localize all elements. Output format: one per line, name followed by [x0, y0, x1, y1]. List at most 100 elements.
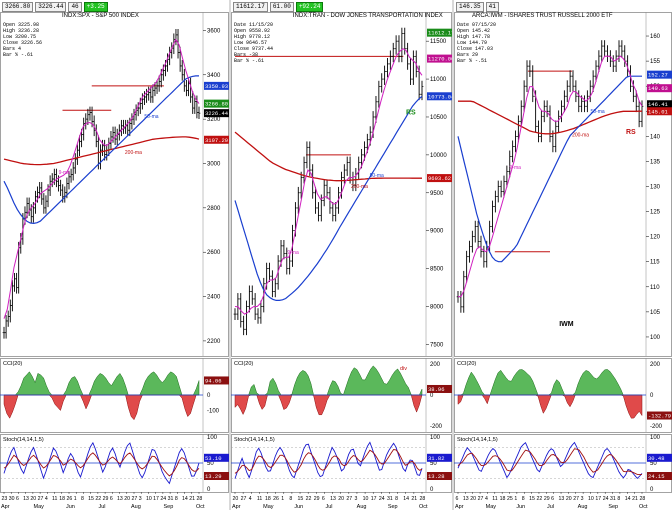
- toolbar-field[interactable]: 61.00: [269, 2, 294, 12]
- stoch-y-tick: 50: [650, 461, 657, 467]
- x-month-label: May: [34, 504, 45, 510]
- chart-toolbar[interactable]: 3266.80 3226.44 46 +3.25: [2, 2, 108, 12]
- ma-label: 200-ma: [125, 150, 142, 156]
- toolbar-field[interactable]: 3226.44: [35, 2, 67, 12]
- x-tick-label: 29: [544, 496, 550, 502]
- svg-text:152.27: 152.27: [648, 72, 668, 79]
- stoch-value-badge: 24.15: [647, 472, 672, 480]
- stoch-k-line: [234, 441, 423, 479]
- toolbar-field[interactable]: 146.35: [456, 2, 484, 12]
- price-bar: [299, 171, 303, 199]
- chart-panel-3: 1001051101151201251301351401451501551609…: [454, 0, 672, 510]
- x-tick-label: 3: [139, 496, 142, 502]
- stoch-d-line: [457, 448, 642, 475]
- ma50-line: [3, 75, 199, 225]
- ohlc-stat-line: Bars -38: [234, 52, 259, 58]
- price-badge: 149.63: [647, 84, 672, 93]
- x-month-label: Sep: [608, 504, 618, 510]
- x-month-label: Sep: [388, 504, 398, 510]
- ma-label: 200-ma: [351, 184, 368, 190]
- price-bar: [491, 200, 494, 233]
- price-bar: [565, 80, 569, 103]
- ma-label: 9-ma: [59, 170, 71, 176]
- price-bar: [640, 100, 644, 128]
- ma-label: 200-ma: [572, 133, 589, 139]
- ma50-line: [457, 75, 642, 263]
- x-tick-label: 10: [363, 496, 369, 502]
- price-bar: [374, 95, 378, 123]
- x-tick-label: 20: [30, 496, 36, 502]
- chart-toolbar[interactable]: 146.35 41: [456, 2, 499, 12]
- price-bar: [406, 42, 410, 70]
- x-tick-label: 6: [16, 496, 19, 502]
- toolbar-field[interactable]: 46: [68, 2, 82, 12]
- stoch-label: Stoch(14,14,1,5): [457, 437, 498, 443]
- x-month-label: Oct: [196, 504, 205, 510]
- toolbar-field[interactable]: 11612.17: [233, 2, 268, 12]
- x-month-label: Apr: [1, 504, 10, 510]
- cci-y-tick: 200: [650, 362, 661, 368]
- price-bar: [499, 180, 503, 198]
- x-tick-label: 8: [81, 496, 84, 502]
- price-bar: [496, 180, 500, 203]
- price-y-tick: 2800: [207, 206, 221, 212]
- ohlc-stat-line: Close 3226.56: [3, 40, 43, 46]
- x-month-label: Jul: [99, 504, 106, 510]
- price-bar: [508, 150, 512, 178]
- svg-text:-132.79: -132.79: [648, 413, 671, 420]
- price-badge: 3266.80: [204, 99, 229, 108]
- price-y-tick: 2200: [207, 339, 221, 345]
- chart-toolbar[interactable]: 11612.17 61.00 +92.24: [233, 2, 324, 12]
- x-month-label: Jun: [516, 504, 525, 510]
- price-bar: [325, 179, 329, 199]
- x-tick-label: 3: [354, 496, 357, 502]
- price-y-tick: 3600: [207, 28, 221, 34]
- x-tick-label: 29: [103, 496, 109, 502]
- price-bar: [400, 27, 404, 63]
- x-tick-label: 11: [257, 496, 262, 502]
- price-bar: [468, 240, 471, 263]
- toolbar-field[interactable]: 41: [485, 2, 499, 12]
- stoch-k-line: [3, 441, 200, 485]
- ma9-line: [3, 38, 200, 319]
- x-tick-label: 13: [23, 496, 29, 502]
- x-month-label: Sep: [164, 504, 174, 510]
- x-tick-label: 18: [265, 496, 271, 502]
- price-bar: [571, 70, 575, 93]
- svg-text:3266.80: 3266.80: [205, 101, 228, 108]
- price-bar: [493, 190, 497, 213]
- price-bar: [296, 186, 300, 214]
- toolbar-field[interactable]: 3266.80: [2, 2, 34, 12]
- x-tick-label: 22: [95, 496, 101, 502]
- svg-text:31.82: 31.82: [428, 455, 445, 462]
- price-bar: [256, 308, 260, 324]
- ohlc-stat-line: Low 9646.57: [234, 40, 268, 46]
- x-tick-label: 20: [338, 496, 344, 502]
- ohlc-stat-line: Bars 4: [3, 46, 22, 52]
- x-tick-label: 31: [168, 496, 174, 502]
- x-month-label: Aug: [357, 504, 367, 510]
- price-bar: [394, 35, 398, 55]
- price-bar: [525, 60, 529, 93]
- price-bar: [271, 270, 274, 298]
- price-bar: [522, 80, 526, 113]
- price-bar: [637, 100, 641, 128]
- price-bar: [585, 90, 589, 113]
- price-y-tick: 8000: [430, 305, 444, 311]
- price-bar: [388, 50, 392, 70]
- price-bar: [473, 220, 477, 243]
- price-bar: [247, 285, 251, 313]
- price-y-tick: 8500: [430, 267, 444, 273]
- price-bar: [345, 156, 349, 176]
- price-bar: [539, 110, 543, 143]
- x-tick-label: 17: [371, 496, 377, 502]
- chart-annotation: IWM: [559, 321, 574, 328]
- price-y-tick: 120: [650, 235, 661, 241]
- x-tick-label: 4: [249, 496, 252, 502]
- svg-text:24.15: 24.15: [648, 473, 665, 480]
- price-bar: [285, 247, 289, 275]
- chart-title: ARCA:IWM - ISHARES TRUST RUSSELL 2000 ET…: [472, 13, 613, 19]
- x-month-label: Aug: [131, 504, 141, 510]
- ma-label: 9-ma: [510, 165, 522, 171]
